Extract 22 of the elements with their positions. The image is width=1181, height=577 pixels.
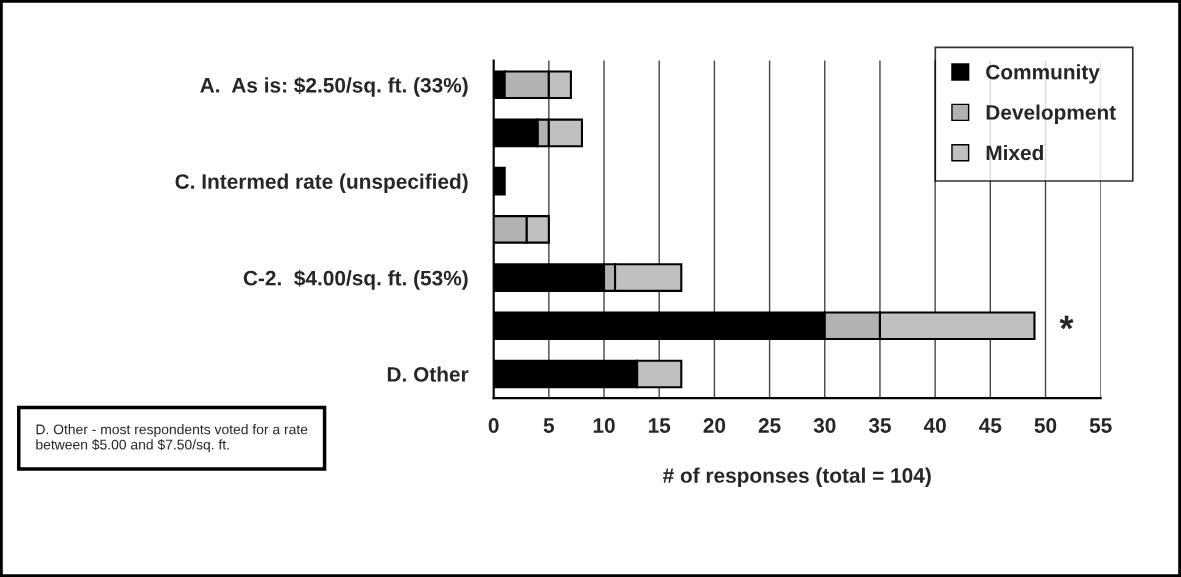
text: D. Other - most respondents voted for a rate between $5.00 and $7.50/sq. ft.: [36, 424, 308, 453]
y-tick-label: D. Other: [387, 366, 469, 382]
legend-label: Mixed: [986, 144, 1043, 161]
legend-label: Development: [986, 104, 1116, 124]
x-tick-label: 20: [703, 418, 726, 433]
x-axis-title: # of responses (total = 104): [662, 467, 931, 487]
x-tick-label: 45: [979, 418, 1002, 433]
x-tick-label: 40: [923, 418, 946, 433]
x-tick-label: 35: [868, 418, 891, 433]
y-tick-label: A. As is: $2.50/sq. ft. (33%): [200, 76, 468, 97]
y-tick-label: C. Intermed rate (unspecified): [175, 173, 468, 194]
x-tick-label: 15: [648, 418, 671, 433]
legend-label: Community: [986, 64, 1100, 84]
x-tick-label: 0: [488, 418, 499, 433]
x-tick-label: 55: [1089, 418, 1112, 433]
y-tick-label: C-2. $4.00/sq. ft. (53%): [243, 269, 468, 290]
annotation: *: [1059, 315, 1074, 330]
x-tick-label: 25: [758, 418, 781, 433]
x-tick-label: 50: [1034, 418, 1057, 433]
x-tick-label: 5: [543, 418, 555, 433]
x-tick-label: 30: [813, 418, 836, 433]
x-tick-label: 10: [593, 418, 615, 433]
